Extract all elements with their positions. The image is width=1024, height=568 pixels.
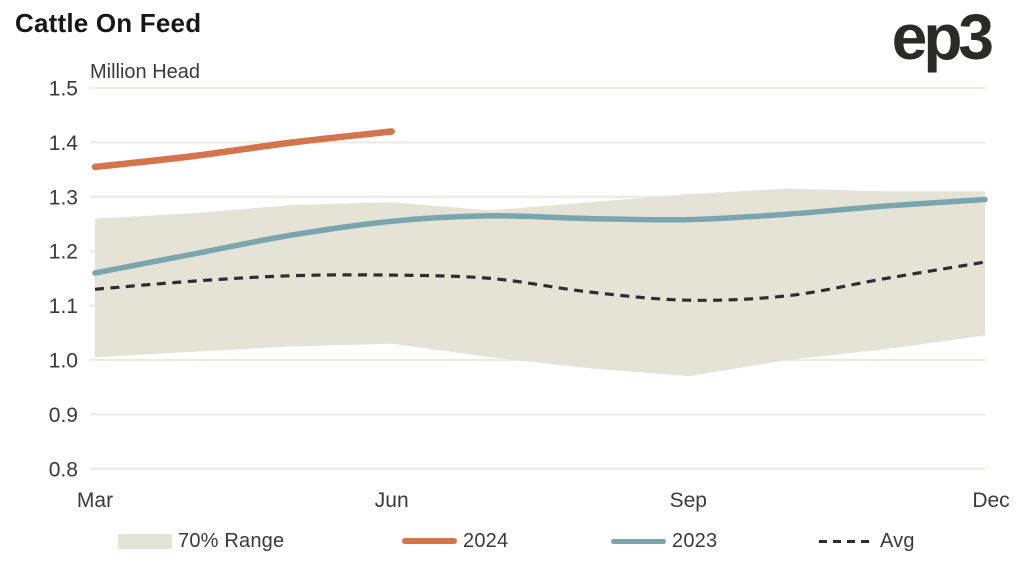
series-2023-line	[92, 196, 988, 276]
legend-label-70-range: 70% Range	[178, 529, 285, 552]
y-tick-label-1.3: 1.3	[49, 186, 78, 209]
ep3-logo: ep3	[891, 1, 994, 73]
legend-label-2023: 2023	[672, 529, 718, 552]
x-tick-label-Mar: Mar	[77, 489, 113, 512]
y-tick-label-0.8: 0.8	[49, 458, 78, 481]
series-avg-line	[94, 260, 986, 302]
x-tick-label-Jun: Jun	[375, 489, 409, 512]
y-tick-label-1.0: 1.0	[49, 350, 78, 373]
y-tick-label-1.1: 1.1	[49, 295, 78, 318]
legend-swatch-avg	[819, 539, 874, 543]
legend-item-2024: 2024	[402, 526, 508, 556]
legend-item-avg: Avg	[819, 526, 915, 556]
chart-legend: 70% Range 2024 2023 Avg	[0, 526, 1024, 556]
legend-label-2024: 2024	[463, 529, 509, 552]
y-tick-label-1.4: 1.4	[49, 132, 79, 155]
legend-label-avg: Avg	[880, 529, 915, 552]
series-2024-line	[91, 128, 395, 171]
band-70-range	[95, 188, 985, 377]
legend-swatch-70-range	[118, 533, 172, 549]
y-axis-unit-label: Million Head	[90, 61, 201, 83]
legend-item-2023: 2023	[611, 526, 717, 556]
legend-item-70-range: 70% Range	[118, 526, 284, 556]
x-tick-label-Dec: Dec	[972, 489, 1009, 512]
page-title: Cattle On Feed	[15, 8, 202, 38]
legend-swatch-2023	[611, 538, 666, 544]
y-tick-label-0.9: 0.9	[49, 404, 78, 427]
x-tick-label-Sep: Sep	[670, 489, 707, 512]
legend-swatch-2024	[402, 538, 457, 544]
y-tick-label-1.2: 1.2	[49, 241, 78, 264]
y-tick-label-1.5: 1.5	[49, 78, 78, 101]
